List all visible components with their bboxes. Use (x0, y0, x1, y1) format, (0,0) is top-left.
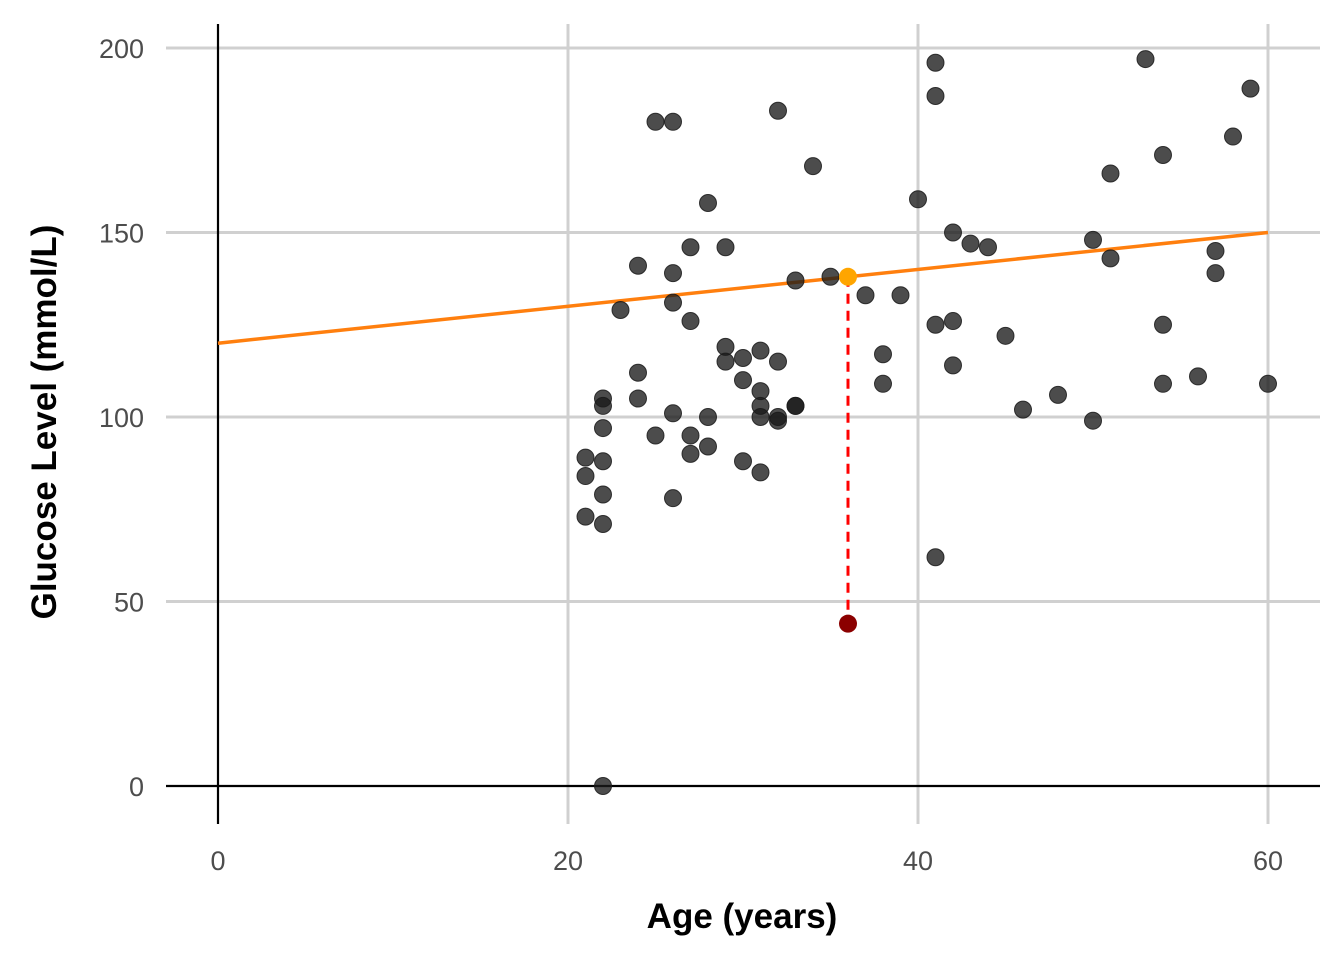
points-layer (576, 50, 1277, 795)
data-point (576, 448, 595, 467)
data-point (1101, 249, 1120, 268)
data-point (821, 267, 840, 286)
data-point (594, 777, 612, 795)
data-point (1154, 315, 1172, 334)
y-axis-title: Glucose Level (mmol/L) (25, 225, 64, 620)
data-point (1206, 264, 1225, 283)
data-point (664, 293, 682, 312)
data-point (751, 463, 770, 482)
data-point (594, 419, 612, 438)
y-tick-label: 200 (99, 34, 144, 64)
data-point (629, 389, 647, 408)
data-point (1084, 411, 1102, 430)
data-point (891, 286, 910, 305)
data-point (611, 300, 630, 319)
y-tick-label: 100 (99, 403, 144, 433)
data-point (681, 444, 700, 463)
data-point (804, 157, 822, 176)
data-point (681, 426, 700, 445)
data-point (716, 238, 735, 257)
data-point (856, 286, 875, 305)
data-point (786, 396, 805, 415)
y-tick-label: 50 (114, 588, 144, 618)
data-point (1189, 367, 1207, 386)
data-point (874, 374, 892, 393)
x-tick-label: 20 (553, 846, 583, 876)
x-tick-label: 60 (1253, 846, 1283, 876)
data-point (594, 515, 612, 534)
data-point (664, 264, 682, 283)
data-point (1259, 374, 1277, 393)
data-point (1206, 241, 1225, 260)
x-axis-title: Age (years) (647, 897, 838, 936)
data-point (996, 326, 1015, 345)
data-point (769, 352, 787, 371)
data-point (909, 190, 927, 209)
data-point (979, 238, 997, 257)
data-point (576, 507, 595, 526)
data-point (926, 53, 945, 72)
data-point (699, 437, 717, 456)
data-point (1049, 385, 1067, 404)
data-point (594, 396, 612, 415)
regression-layer (217, 230, 1269, 345)
data-point (716, 352, 735, 371)
data-point (646, 112, 665, 131)
data-point (874, 345, 892, 364)
data-point (681, 238, 700, 257)
data-point (699, 408, 717, 426)
regression-line (217, 230, 1269, 345)
data-point (734, 348, 752, 367)
data-point (786, 271, 805, 290)
data-point (664, 112, 682, 131)
data-point (1241, 79, 1260, 98)
data-point (681, 312, 700, 331)
data-point (664, 404, 682, 423)
residual-highlight (839, 267, 857, 633)
data-point (1014, 400, 1032, 419)
data-point (751, 341, 770, 360)
x-tick-label: 40 (903, 846, 933, 876)
data-point (1154, 374, 1172, 393)
data-point (576, 467, 595, 486)
data-point (646, 426, 665, 445)
data-point (944, 312, 962, 331)
data-point (1136, 50, 1155, 69)
data-point (769, 101, 787, 120)
axes (166, 24, 1320, 824)
fitted-point (839, 267, 857, 286)
data-point (734, 371, 752, 390)
data-point (926, 548, 945, 567)
data-point (734, 452, 752, 471)
y-tick-label: 0 (129, 772, 144, 802)
data-point (944, 223, 962, 242)
data-point (1084, 230, 1102, 249)
data-point (926, 86, 945, 105)
data-point (594, 485, 612, 504)
data-point (664, 489, 682, 508)
data-point (1154, 146, 1172, 165)
data-point (629, 363, 647, 382)
data-point (961, 234, 980, 253)
data-point (926, 315, 945, 334)
data-point (629, 256, 647, 275)
grid (166, 24, 1320, 824)
data-point (699, 193, 717, 212)
x-tick-label: 0 (210, 846, 225, 876)
data-point (594, 452, 612, 471)
data-point (1101, 164, 1120, 183)
tick-labels: 0 50 100 150 200 0 20 40 60 (99, 34, 1283, 876)
data-point (1224, 127, 1242, 146)
y-tick-label: 150 (99, 219, 144, 249)
data-point (944, 356, 962, 375)
data-point (751, 408, 770, 426)
data-point (769, 411, 787, 430)
observed-point (839, 614, 857, 633)
